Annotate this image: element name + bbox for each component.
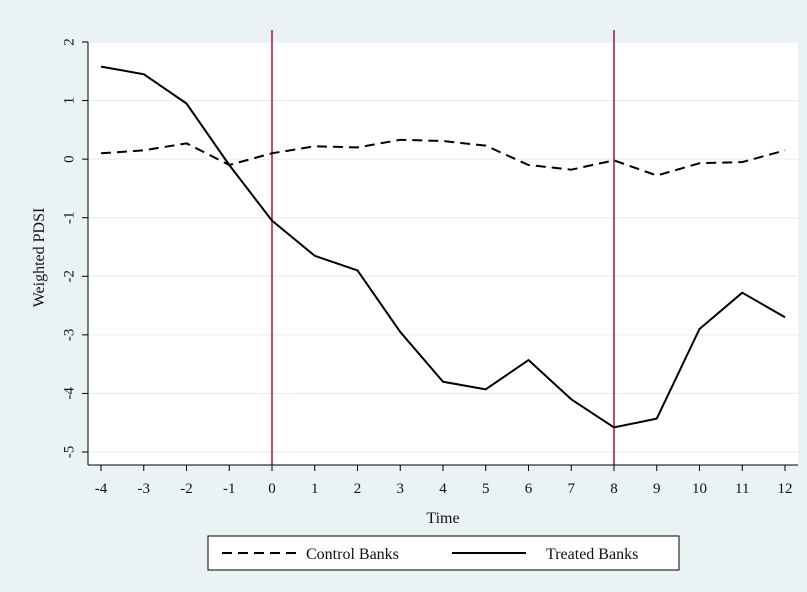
x-tick-label: 12 <box>778 481 793 497</box>
y-tick-label: -4 <box>61 387 77 400</box>
x-tick-label: 7 <box>568 481 576 497</box>
axes: 210-1-2-3-4-5-4 -3 -2 -1 0 1 2 3 4 5 6 7 8 9 10 11 12 <box>61 38 798 497</box>
y-tick-label: -5 <box>61 446 77 459</box>
legend-label-treated: Treated Banks <box>546 546 638 563</box>
x-tick-label: 11 <box>735 481 749 497</box>
x-tick-label: 4 <box>439 481 447 497</box>
x-tick-label: -2 <box>180 481 193 497</box>
y-tick-label: 0 <box>61 155 77 163</box>
y-axis-title: Weighted PDSI <box>31 208 48 308</box>
x-tick-label: 6 <box>525 481 533 497</box>
x-tick-label: 10 <box>692 481 707 497</box>
x-tick-label: -3 <box>138 481 151 497</box>
gridlines <box>88 41 798 453</box>
x-tick-label: 8 <box>610 481 618 497</box>
x-tick-label: -1 <box>223 481 236 497</box>
y-tick-label: 2 <box>61 38 77 46</box>
series-lines <box>100 65 786 429</box>
y-tick-label: -1 <box>61 211 77 224</box>
x-tick-label: 3 <box>397 481 405 497</box>
x-tick-label: 9 <box>653 481 661 497</box>
x-axis-title: Time <box>426 510 459 527</box>
y-tick-label: -3 <box>61 329 77 342</box>
plot-area <box>88 42 798 465</box>
y-tick-label: -2 <box>61 270 77 283</box>
x-tick-label: -4 <box>95 481 108 497</box>
series-line-treated <box>100 65 786 429</box>
x-tick-label: 1 <box>311 481 319 497</box>
legend: Control Banks Treated Banks <box>207 535 680 571</box>
series-line-control <box>100 138 786 177</box>
x-tick-label: 0 <box>268 481 276 497</box>
y-tick-label: 1 <box>61 97 77 105</box>
x-tick-label: 2 <box>354 481 362 497</box>
x-tick-label: 5 <box>482 481 490 497</box>
reference-lines <box>271 30 615 465</box>
legend-label-control: Control Banks <box>306 546 399 563</box>
